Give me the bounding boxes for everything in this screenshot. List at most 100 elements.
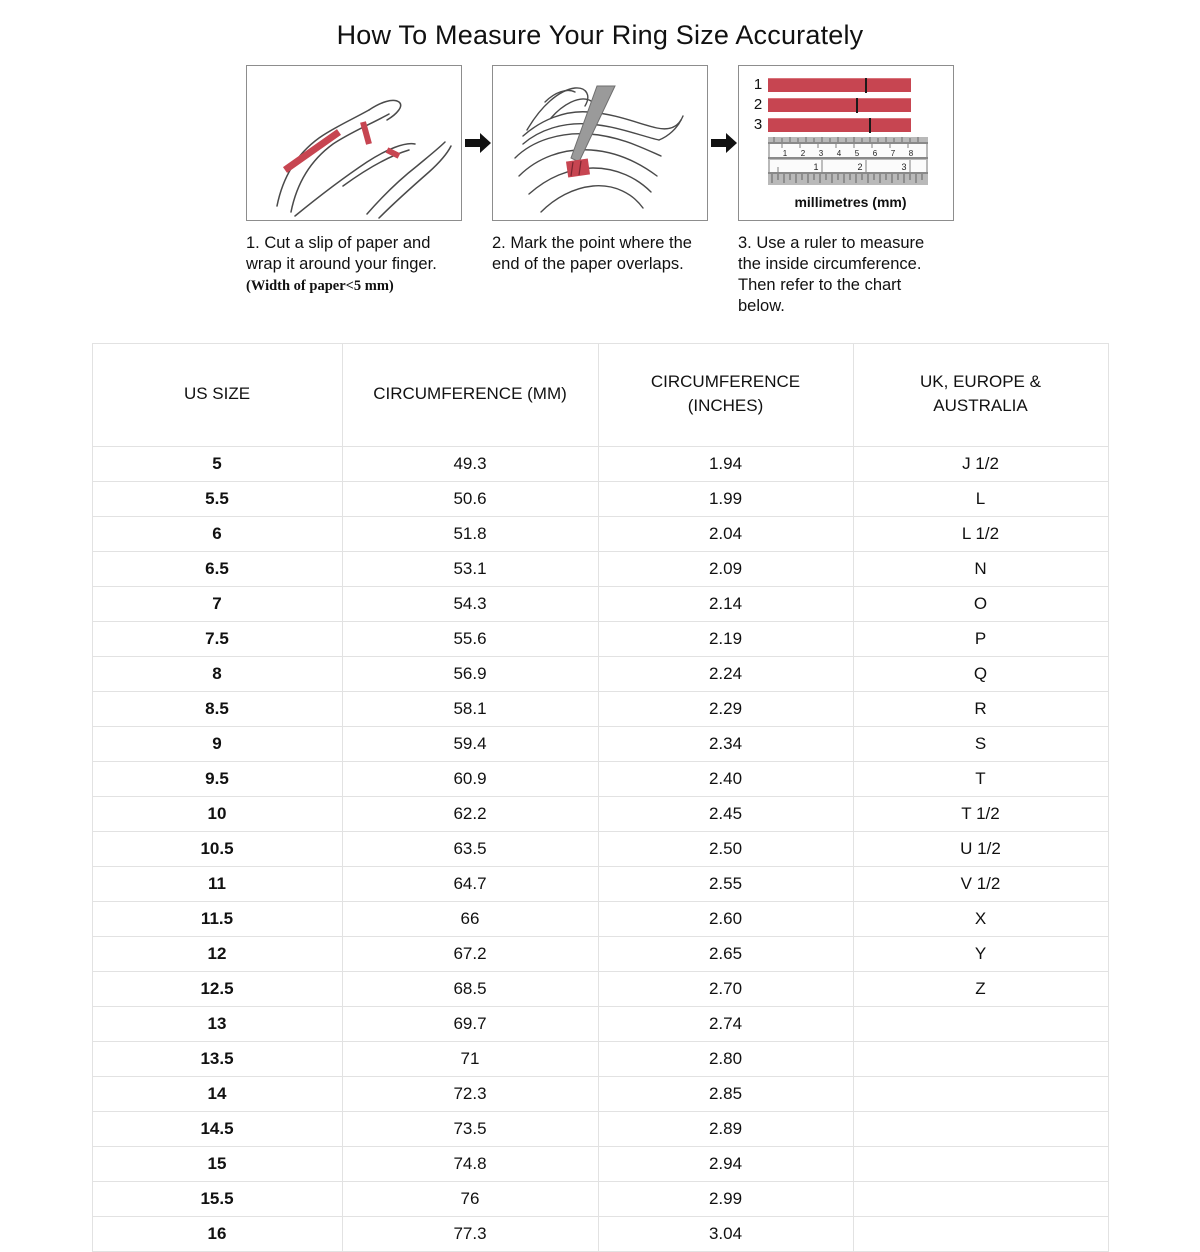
svg-text:1: 1	[813, 162, 818, 172]
cell-us-size: 5	[91, 446, 343, 483]
cell-us-size: 5.5	[91, 481, 343, 518]
column-header-us-size: US SIZE	[91, 343, 343, 448]
svg-text:6: 6	[873, 149, 878, 158]
ring-size-table: US SIZE CIRCUMFERENCE (MM) CIRCUMFERENCE…	[91, 343, 1109, 1252]
table-row: 5.5 50.6 1.99 L	[91, 481, 1109, 518]
cell-circumference-mm: 69.7	[341, 1006, 599, 1043]
cell-uk-europe-australia	[852, 1146, 1109, 1183]
cell-circumference-inches: 2.55	[597, 866, 854, 903]
table-row: 15.5 76 2.99	[91, 1181, 1109, 1218]
table-row: 9.5 60.9 2.40 T	[91, 761, 1109, 798]
cell-us-size: 9.5	[91, 761, 343, 798]
cell-circumference-inches: 2.09	[597, 551, 854, 588]
hand-marking-paper-with-pen-icon	[514, 85, 684, 213]
table-row: 14 72.3 2.85	[91, 1076, 1109, 1113]
table-row: 13 69.7 2.74	[91, 1006, 1109, 1043]
cell-us-size: 7.5	[91, 621, 343, 658]
cell-uk-europe-australia	[852, 1041, 1109, 1078]
cell-uk-europe-australia: Q	[852, 656, 1109, 693]
table-row: 12.5 68.5 2.70 Z	[91, 971, 1109, 1008]
cell-circumference-mm: 50.6	[341, 481, 599, 518]
cell-us-size: 9	[91, 726, 343, 763]
step-1-caption: 1. Cut a slip of paper and wrap it aroun…	[246, 233, 464, 296]
step-2-caption: 2. Mark the point where the end of the p…	[492, 233, 710, 275]
cell-us-size: 11	[91, 866, 343, 903]
paper-strip-row-1: 1	[748, 76, 953, 93]
cell-circumference-mm: 58.1	[341, 691, 599, 728]
column-header-uk-europe-australia: UK, EUROPE & AUSTRALIA	[852, 343, 1109, 448]
cell-us-size: 8.5	[91, 691, 343, 728]
cell-circumference-mm: 74.8	[341, 1146, 599, 1183]
ruler-caption: millimetres (mm)	[794, 194, 907, 210]
cell-us-size: 14	[91, 1076, 343, 1113]
cell-us-size: 14.5	[91, 1111, 343, 1148]
cell-uk-europe-australia: V 1/2	[852, 866, 1109, 903]
svg-text:3: 3	[819, 149, 824, 158]
cell-circumference-mm: 63.5	[341, 831, 599, 868]
cell-us-size: 12.5	[91, 971, 343, 1008]
cell-us-size: 11.5	[91, 901, 343, 938]
cell-circumference-mm: 56.9	[341, 656, 599, 693]
cell-circumference-mm: 77.3	[341, 1216, 599, 1252]
cell-uk-europe-australia: L 1/2	[852, 516, 1109, 553]
step-2: 2. Mark the point where the end of the p…	[492, 65, 710, 277]
cell-uk-europe-australia: P	[852, 621, 1109, 658]
cell-uk-europe-australia: L	[852, 481, 1109, 518]
steps-row: 1. Cut a slip of paper and wrap it aroun…	[0, 65, 1200, 319]
cell-circumference-mm: 54.3	[341, 586, 599, 623]
cell-circumference-mm: 53.1	[341, 551, 599, 588]
cell-circumference-inches: 2.45	[597, 796, 854, 833]
cell-circumference-inches: 2.99	[597, 1181, 854, 1218]
cell-us-size: 8	[91, 656, 343, 693]
cell-us-size: 6	[91, 516, 343, 553]
cell-us-size: 7	[91, 586, 343, 623]
table-row: 10 62.2 2.45 T 1/2	[91, 796, 1109, 833]
column-header-circumference-inches: CIRCUMFERENCE (INCHES)	[597, 343, 854, 448]
cell-circumference-inches: 3.04	[597, 1216, 854, 1252]
cell-us-size: 12	[91, 936, 343, 973]
cell-us-size: 13.5	[91, 1041, 343, 1078]
cell-circumference-mm: 59.4	[341, 726, 599, 763]
step-3: 1 2 3	[738, 65, 956, 319]
cell-uk-europe-australia: T	[852, 761, 1109, 798]
cell-us-size: 13	[91, 1006, 343, 1043]
cell-circumference-mm: 62.2	[341, 796, 599, 833]
cell-uk-europe-australia	[852, 1076, 1109, 1113]
step-1: 1. Cut a slip of paper and wrap it aroun…	[246, 65, 464, 296]
strip-mark-1	[865, 77, 867, 93]
paper-strip-label-3: 3	[753, 116, 763, 133]
paper-strip-1	[768, 77, 911, 93]
table-row: 6.5 53.1 2.09 N	[91, 551, 1109, 588]
table-row: 14.5 73.5 2.89	[91, 1111, 1109, 1148]
cell-uk-europe-australia	[852, 1111, 1109, 1148]
cell-circumference-inches: 1.94	[597, 446, 854, 483]
step-2-caption-text: 2. Mark the point where the end of the p…	[492, 234, 692, 274]
cell-circumference-inches: 1.99	[597, 481, 854, 518]
table-row: 12 67.2 2.65 Y	[91, 936, 1109, 973]
step-3-caption: 3. Use a ruler to measure the inside cir…	[738, 233, 956, 317]
table-row: 15 74.8 2.94	[91, 1146, 1109, 1183]
cell-circumference-mm: 49.3	[341, 446, 599, 483]
table-row: 8.5 58.1 2.29 R	[91, 691, 1109, 728]
svg-text:5: 5	[855, 149, 860, 158]
cell-us-size: 15.5	[91, 1181, 343, 1218]
strip-mark-3	[869, 117, 871, 133]
cell-circumference-inches: 2.80	[597, 1041, 854, 1078]
paper-strip-label-1: 1	[753, 76, 763, 93]
svg-text:2: 2	[801, 149, 806, 158]
cell-circumference-mm: 67.2	[341, 936, 599, 973]
cell-circumference-mm: 73.5	[341, 1111, 599, 1148]
strip-mark-2	[856, 97, 858, 113]
cell-uk-europe-australia	[852, 1006, 1109, 1043]
cell-circumference-mm: 71	[341, 1041, 599, 1078]
paper-strip-2	[768, 97, 911, 113]
cell-uk-europe-australia: Z	[852, 971, 1109, 1008]
cell-circumference-inches: 2.04	[597, 516, 854, 553]
step-2-illustration-panel	[492, 65, 708, 221]
cell-circumference-inches: 2.29	[597, 691, 854, 728]
arrow-right-icon	[465, 133, 491, 153]
cell-circumference-inches: 2.65	[597, 936, 854, 973]
hand-with-paper-strip-icon	[276, 99, 452, 219]
